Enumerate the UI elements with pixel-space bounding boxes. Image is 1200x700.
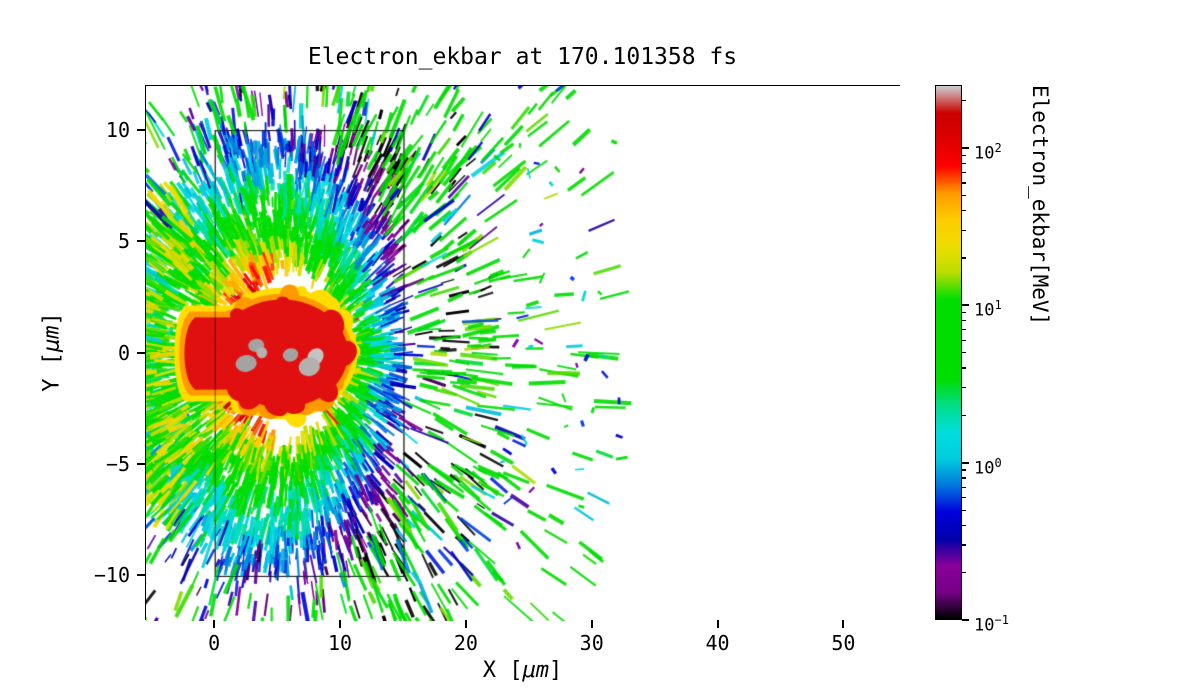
colorbar-tick-label: 10−1 [974,613,1009,636]
y-tick-label: −10 [93,563,130,588]
x-tick-label: 40 [705,631,730,655]
colorbar-tick-label: 100 [974,455,1002,479]
colorbar-minor-tick [962,509,966,511]
colorbar [935,85,962,620]
colorbar-tick-label: 102 [974,140,1002,164]
colorbar-minor-tick [962,162,966,164]
colorbar-gradient [936,86,961,619]
colorbar-minor-tick [962,339,966,341]
x-tick [464,620,467,628]
y-tick-label: 10 [105,117,130,142]
y-tick [137,128,145,131]
x-tick [716,620,719,628]
colorbar-minor-tick [962,486,966,488]
colorbar-tick [962,619,969,621]
x-tick [842,620,845,628]
y-tick [137,351,145,354]
colorbar-minor-tick [962,100,966,102]
chart-title: Electron_ekbar at 170.101358 fs [307,44,738,70]
colorbar-minor-tick [962,171,966,173]
colorbar-label: Electron_ekbar[MeV] [1028,85,1052,326]
y-tick [137,462,145,465]
colorbar-minor-tick [962,477,966,479]
colorbar-minor-tick [962,367,966,369]
colorbar-tick [962,304,969,307]
colorbar-minor-tick [962,320,966,322]
colorbar-minor-tick [962,154,966,156]
heatmap-canvas [146,86,901,621]
colorbar-minor-tick [962,387,966,389]
colorbar-minor-tick [962,182,966,184]
x-tick-label: 20 [453,631,478,655]
colorbar-minor-tick [962,469,966,471]
plot-area [145,85,901,621]
colorbar-minor-tick [962,352,966,354]
colorbar-minor-tick [962,311,966,314]
colorbar-minor-tick [962,414,966,416]
colorbar-tick-label: 101 [974,298,1002,321]
x-tick [590,620,593,628]
x-tick [213,620,216,628]
colorbar-minor-tick [962,572,966,574]
x-tick [339,620,342,628]
colorbar-minor-tick [962,544,966,546]
y-tick-label: 0 [117,340,130,365]
colorbar-minor-tick [962,210,966,212]
y-tick [137,240,145,243]
y-tick-label: −5 [105,451,130,476]
x-axis-label: X [μm] [482,658,563,683]
x-tick-label: 50 [831,631,856,655]
y-tick-label: 5 [117,229,130,254]
colorbar-minor-tick [962,524,966,526]
x-tick-label: 0 [208,631,221,655]
colorbar-minor-tick [962,229,966,231]
colorbar-tick [962,146,969,149]
y-tick [137,574,145,577]
colorbar-minor-tick [962,194,966,196]
colorbar-tick [962,461,969,464]
colorbar-minor-tick [962,497,966,499]
colorbar-minor-tick [962,257,966,259]
x-tick-label: 10 [327,631,353,655]
colorbar-minor-tick [962,329,966,331]
x-tick-label: 30 [579,631,604,655]
